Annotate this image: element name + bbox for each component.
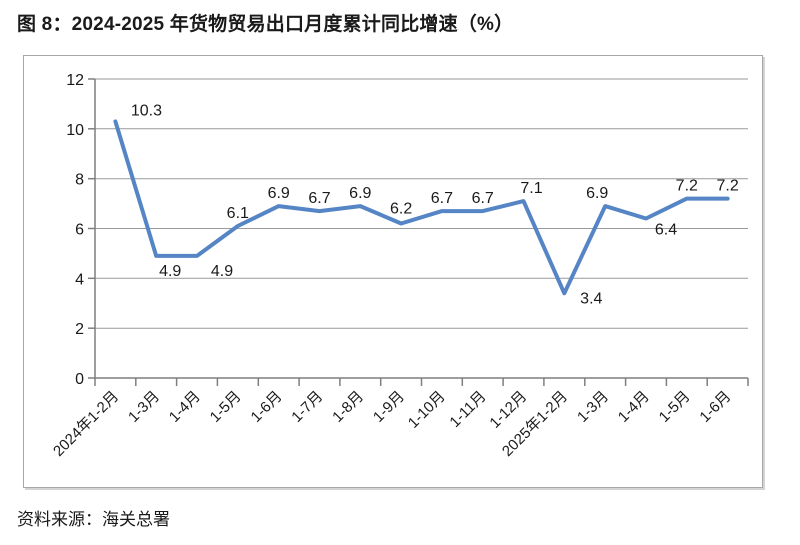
svg-text:6.9: 6.9 bbox=[349, 185, 371, 202]
svg-text:10.3: 10.3 bbox=[131, 102, 162, 119]
svg-text:1-11月: 1-11月 bbox=[446, 388, 489, 431]
svg-text:4: 4 bbox=[75, 271, 84, 288]
svg-text:6.2: 6.2 bbox=[390, 201, 412, 218]
figure-title: 图 8：2024-2025 年货物贸易出口月度累计同比增速（%） bbox=[17, 14, 514, 35]
svg-text:6.4: 6.4 bbox=[655, 222, 677, 239]
axes bbox=[88, 78, 749, 386]
svg-text:7.2: 7.2 bbox=[676, 178, 698, 195]
svg-text:7.2: 7.2 bbox=[716, 178, 738, 195]
svg-text:6.7: 6.7 bbox=[431, 190, 453, 207]
svg-text:1-3月: 1-3月 bbox=[574, 388, 612, 426]
svg-text:1-5月: 1-5月 bbox=[207, 388, 245, 426]
svg-text:1-9月: 1-9月 bbox=[370, 388, 408, 426]
y-tick-labels: 0 2 4 6 8 10 12 bbox=[66, 72, 84, 388]
trend-line bbox=[113, 119, 730, 296]
svg-text:0: 0 bbox=[75, 371, 84, 388]
svg-text:6.7: 6.7 bbox=[472, 190, 494, 207]
svg-text:1-5月: 1-5月 bbox=[656, 388, 694, 426]
svg-text:2: 2 bbox=[75, 321, 84, 338]
svg-text:8: 8 bbox=[75, 172, 84, 189]
svg-text:2024年1-2月: 2024年1-2月 bbox=[50, 388, 122, 460]
svg-text:6: 6 bbox=[75, 222, 84, 239]
chart-canvas: 10.3 4.9 4.9 6.1 6.9 6.7 6.9 6.2 6.7 6.7 7.1 3.4 6.9… bbox=[24, 56, 762, 492]
figure-source: 资料来源：海关总署 bbox=[17, 510, 170, 529]
svg-text:1-4月: 1-4月 bbox=[615, 388, 653, 426]
y-gridlines bbox=[95, 78, 748, 329]
svg-text:12: 12 bbox=[66, 72, 84, 89]
svg-text:6.9: 6.9 bbox=[268, 185, 290, 202]
svg-text:4.9: 4.9 bbox=[159, 263, 181, 280]
svg-text:1-6月: 1-6月 bbox=[696, 388, 734, 426]
svg-text:1-7月: 1-7月 bbox=[288, 388, 326, 426]
svg-text:6.7: 6.7 bbox=[308, 190, 330, 207]
svg-text:1-3月: 1-3月 bbox=[125, 388, 163, 426]
svg-text:1-8月: 1-8月 bbox=[329, 388, 367, 426]
data-labels: 10.3 4.9 4.9 6.1 6.9 6.7 6.9 6.2 6.7 6.7 7.1 3.4 6.9… bbox=[131, 102, 739, 307]
x-tick-labels: 2024年1-2月 1-3月 1-4月 1-5月 1-6月 1-7月 1-8月 1-9月1-1… bbox=[50, 388, 734, 460]
svg-text:1-4月: 1-4月 bbox=[166, 388, 204, 426]
svg-text:6.1: 6.1 bbox=[227, 205, 249, 222]
svg-text:1-6月: 1-6月 bbox=[248, 388, 286, 426]
svg-text:3.4: 3.4 bbox=[580, 290, 602, 307]
svg-text:7.1: 7.1 bbox=[520, 180, 542, 197]
svg-text:1-10月: 1-10月 bbox=[405, 388, 449, 432]
svg-text:4.9: 4.9 bbox=[211, 263, 233, 280]
line-chart: 10.3 4.9 4.9 6.1 6.9 6.7 6.9 6.2 6.7 6.7 7.1 3.4 6.9… bbox=[50, 72, 749, 460]
svg-text:10: 10 bbox=[66, 122, 84, 139]
svg-text:6.9: 6.9 bbox=[586, 185, 608, 202]
chart-frame: 10.3 4.9 4.9 6.1 6.9 6.7 6.9 6.2 6.7 6.7 7.1 3.4 6.9… bbox=[23, 55, 763, 488]
